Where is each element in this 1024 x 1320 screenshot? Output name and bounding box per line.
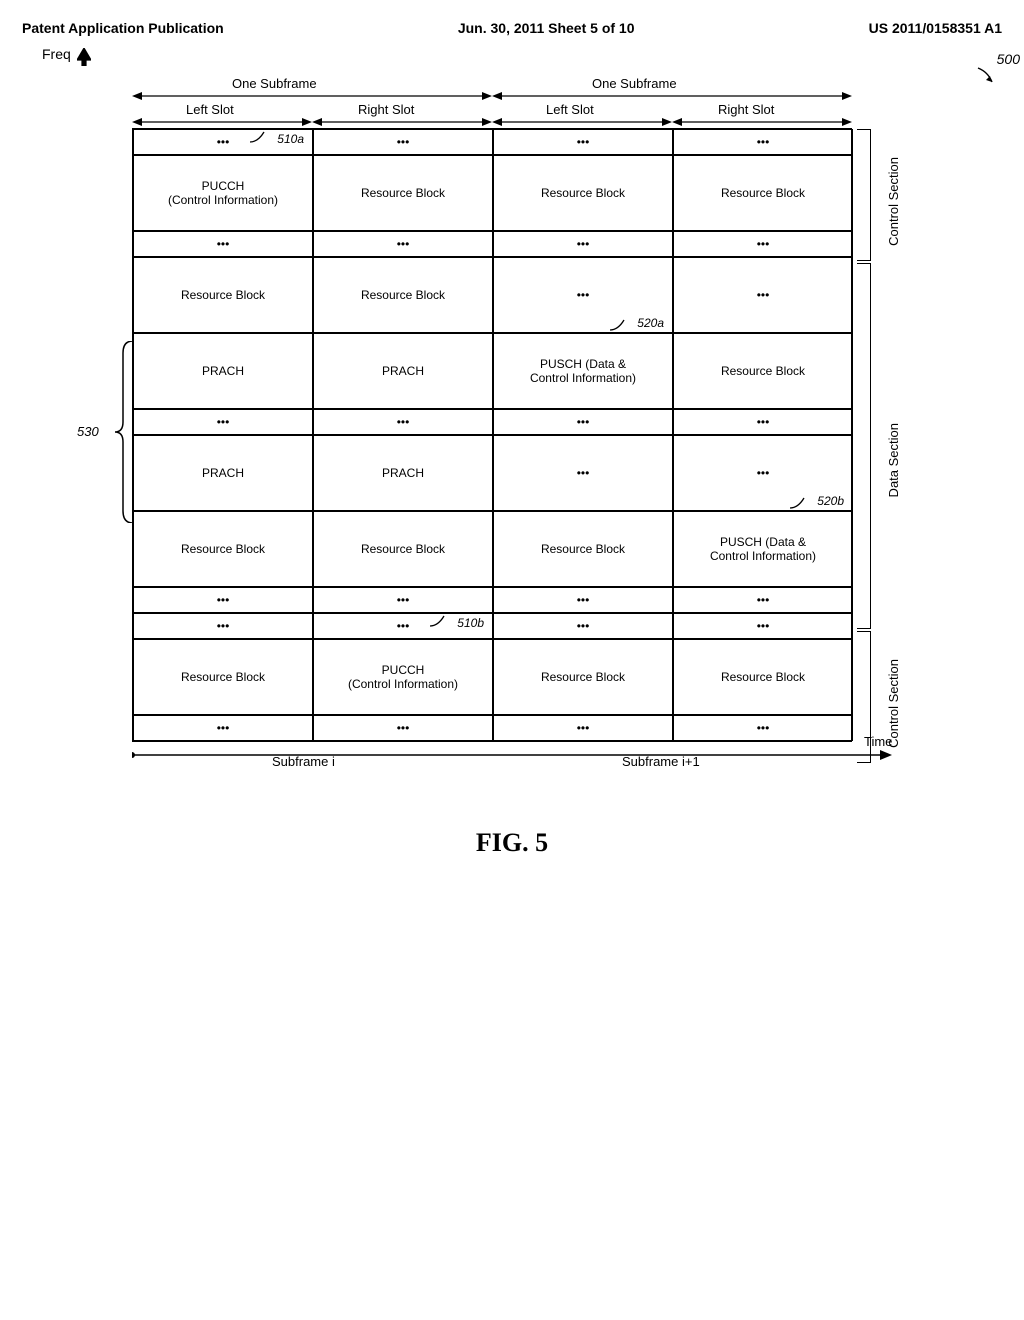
section-bracket	[857, 263, 871, 629]
header-right: US 2011/0158351 A1	[869, 20, 1002, 36]
subframe-label-1: One Subframe	[232, 76, 317, 91]
ref-500: 500	[997, 51, 1020, 67]
grid-cell: •••510b	[313, 613, 493, 639]
grid-cell: Resource Block	[313, 257, 493, 333]
subframe-arrow-2	[492, 90, 852, 102]
header-center: Jun. 30, 2011 Sheet 5 of 10	[458, 20, 635, 36]
grid-cell: Resource Block	[313, 155, 493, 231]
time-arrow-icon	[132, 748, 892, 762]
grid-cell: •••	[133, 587, 313, 613]
callout-hook-icon	[430, 614, 448, 628]
grid-cell: •••	[493, 129, 673, 155]
grid-cell: PRACH	[313, 435, 493, 511]
ref-callout: 520b	[817, 494, 844, 508]
grid-cell: PRACH	[133, 435, 313, 511]
freq-arrow-icon	[77, 48, 91, 66]
freq-axis-label: Freq	[42, 46, 71, 62]
grid-cell: Resource Block	[133, 257, 313, 333]
grid-cell: •••	[313, 231, 493, 257]
resource-grid: •••510a•••••••••PUCCH (Control Informati…	[132, 128, 852, 742]
section-label: Control Section	[886, 146, 901, 246]
grid-cell: •••	[133, 409, 313, 435]
diagram: Freq 500 One Subframe One Subframe Left …	[132, 76, 1002, 788]
ref-callout: 510a	[277, 132, 304, 146]
grid-cell: PUSCH (Data & Control Information)	[673, 511, 853, 587]
section-label: Data Section	[886, 397, 901, 497]
grid-cell: •••	[313, 129, 493, 155]
ref-530: 530	[77, 424, 99, 439]
grid-cell: •••520a	[493, 257, 673, 333]
slot-label-row: Left Slot Right Slot Left Slot Right Slo…	[132, 102, 1002, 128]
time-axis: Subframe i Subframe i+1 Time	[132, 748, 1002, 788]
time-axis-label: Time	[864, 734, 892, 749]
section-label: Control Section	[886, 648, 901, 748]
slot-arrow-3	[492, 116, 672, 128]
page-header: Patent Application Publication Jun. 30, …	[22, 20, 1002, 36]
grid-cell: Resource Block	[133, 511, 313, 587]
section-bracket	[857, 129, 871, 261]
grid-cell: •••	[673, 231, 853, 257]
slot-label-right-2: Right Slot	[718, 102, 774, 117]
ref-callout: 510b	[457, 616, 484, 630]
slot-label-right-1: Right Slot	[358, 102, 414, 117]
grid-cell: Resource Block	[673, 155, 853, 231]
grid-cell: •••	[133, 715, 313, 741]
grid-cell: •••	[313, 409, 493, 435]
callout-hook-icon	[790, 496, 808, 510]
slot-label-left-2: Left Slot	[546, 102, 594, 117]
grid-cell: PUCCH (Control Information)	[133, 155, 313, 231]
grid-cell: PUCCH (Control Information)	[313, 639, 493, 715]
grid-cell: Resource Block	[313, 511, 493, 587]
slot-arrow-2	[312, 116, 492, 128]
grid-cell: •••	[493, 715, 673, 741]
grid-cell: •••	[493, 613, 673, 639]
grid-cell: •••	[313, 715, 493, 741]
callout-hook-icon	[250, 130, 268, 144]
grid-cell: •••	[673, 613, 853, 639]
slot-arrow-4	[672, 116, 852, 128]
subframe-i: Subframe i	[272, 754, 335, 769]
slot-label-left-1: Left Slot	[186, 102, 234, 117]
subframe-label-row: One Subframe One Subframe	[132, 76, 1002, 102]
grid-cell: •••	[673, 409, 853, 435]
grid-cell: •••	[313, 587, 493, 613]
subframe-arrow-1	[132, 90, 492, 102]
grid-cell: •••	[493, 587, 673, 613]
grid-cell: Resource Block	[493, 639, 673, 715]
left-brace-icon	[115, 341, 135, 523]
callout-hook-icon	[610, 318, 628, 332]
subframe-i1: Subframe i+1	[622, 754, 700, 769]
grid-cell: Resource Block	[673, 639, 853, 715]
grid-cell: •••	[493, 231, 673, 257]
grid-cell: •••	[673, 715, 853, 741]
grid-cell: Resource Block	[493, 155, 673, 231]
grid-cell: •••	[133, 613, 313, 639]
grid-cell: Resource Block	[133, 639, 313, 715]
grid-cell: •••	[673, 129, 853, 155]
slot-arrow-1	[132, 116, 312, 128]
patent-page: Patent Application Publication Jun. 30, …	[22, 20, 1002, 858]
ref-callout: 520a	[637, 316, 664, 330]
grid-cell: PRACH	[313, 333, 493, 409]
grid-cell: •••	[493, 435, 673, 511]
grid-cell: •••	[673, 587, 853, 613]
grid-cell: •••510a	[133, 129, 313, 155]
grid-cell: •••	[493, 409, 673, 435]
figure-caption: FIG. 5	[22, 828, 1002, 858]
grid-cell: •••	[133, 231, 313, 257]
grid-cell: •••520b	[673, 435, 853, 511]
grid-cell: PRACH	[133, 333, 313, 409]
subframe-label-2: One Subframe	[592, 76, 677, 91]
grid-cell: PUSCH (Data & Control Information)	[493, 333, 673, 409]
grid-cell: Resource Block	[673, 333, 853, 409]
grid-cell: Resource Block	[493, 511, 673, 587]
header-left: Patent Application Publication	[22, 20, 224, 36]
grid-cell: •••	[673, 257, 853, 333]
